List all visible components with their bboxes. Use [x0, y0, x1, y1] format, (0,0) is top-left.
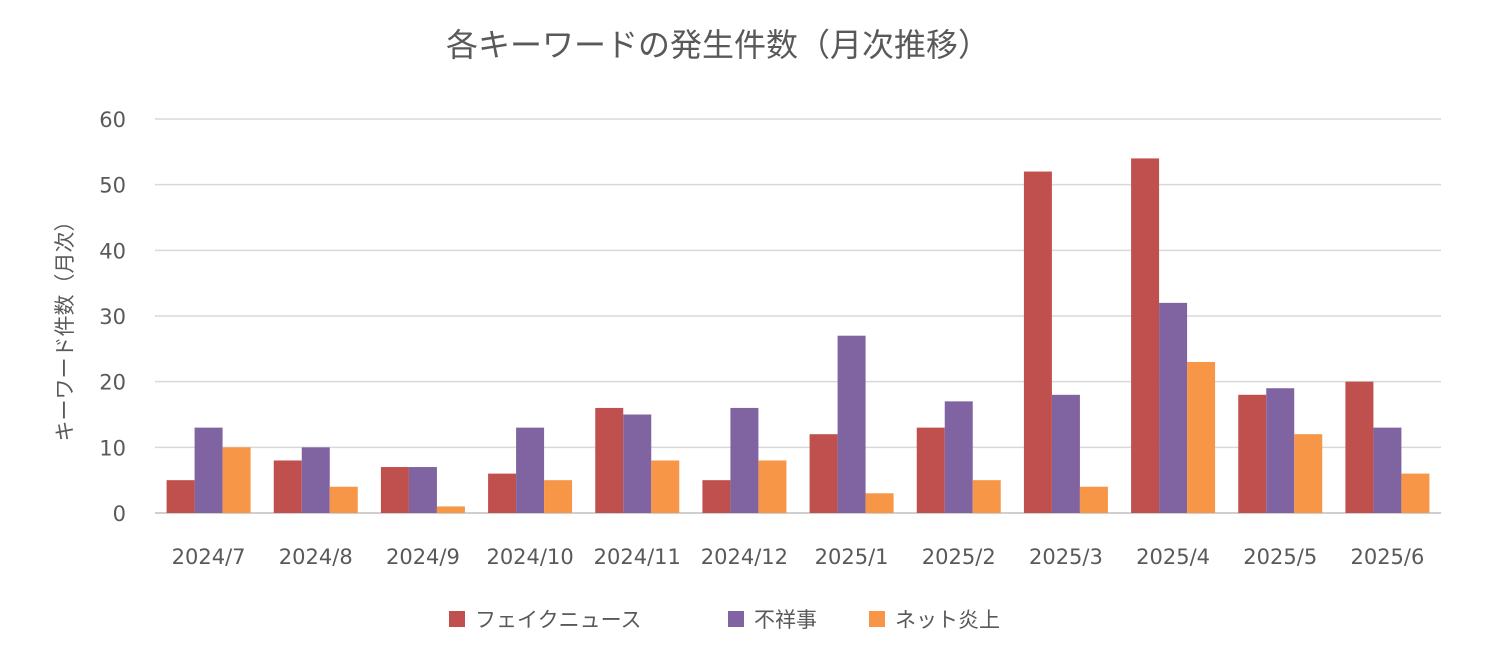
x-tick-label: 2024/9 [386, 545, 460, 569]
bar [408, 467, 437, 513]
bar [1373, 427, 1402, 513]
bar [1051, 394, 1080, 513]
bar [972, 480, 1001, 513]
bar [916, 427, 945, 513]
legend-label: ネット炎上 [895, 608, 1000, 632]
bar [1159, 302, 1188, 513]
bar [1401, 473, 1430, 513]
bar [1238, 394, 1267, 513]
x-tick-label: 2024/10 [486, 545, 573, 569]
bar [702, 480, 731, 513]
x-tick-label: 2025/4 [1136, 545, 1210, 569]
bar [595, 407, 624, 513]
x-tick-label: 2025/5 [1243, 545, 1317, 569]
bar [516, 427, 545, 513]
bar [1294, 434, 1323, 513]
bar [273, 460, 302, 513]
legend-label: 不祥事 [754, 608, 817, 632]
x-tick-label: 2024/7 [172, 545, 246, 569]
legend: フェイクニュース 不祥事 ネット炎上 [449, 608, 1000, 632]
bar [1131, 158, 1160, 513]
bar [730, 407, 759, 513]
legend-label: フェイクニュース [475, 608, 642, 632]
x-tick-label: 2025/1 [815, 545, 889, 569]
bar [380, 467, 409, 513]
bar [1079, 486, 1108, 513]
x-tick-label: 2025/3 [1029, 545, 1103, 569]
bar [944, 401, 973, 513]
bar [651, 460, 680, 513]
bar [194, 427, 223, 513]
bar [301, 447, 330, 513]
bar [1187, 361, 1216, 513]
y-axis-ticks: 0 10 20 30 40 50 60 [99, 108, 126, 526]
x-axis-ticks: 2024/7 2024/8 2024/9 2024/10 2024/11 2024/12 2… [172, 545, 1425, 569]
y-tick-label: 0 [113, 502, 126, 526]
x-tick-label: 2024/8 [279, 545, 353, 569]
x-tick-label: 2024/11 [594, 545, 681, 569]
bar [329, 486, 358, 513]
bars [166, 158, 1430, 514]
bar [436, 506, 465, 513]
bar [488, 473, 517, 513]
bar [865, 493, 894, 513]
legend-swatch [728, 611, 744, 627]
x-tick-label: 2025/2 [922, 545, 996, 569]
y-tick-label: 50 [99, 174, 126, 198]
y-axis-label: キーワード件数（月次） [53, 211, 77, 442]
bar [166, 480, 195, 513]
x-tick-label: 2024/12 [701, 545, 788, 569]
y-tick-label: 60 [99, 108, 126, 132]
legend-swatch [449, 611, 465, 627]
bar [809, 434, 838, 513]
y-tick-label: 30 [99, 305, 126, 329]
y-tick-label: 40 [99, 239, 126, 263]
bar [1266, 388, 1295, 513]
bar [1023, 171, 1052, 514]
bar [544, 480, 573, 513]
y-tick-label: 10 [99, 436, 126, 460]
bar [222, 447, 251, 513]
gridlines [155, 118, 1441, 514]
chart-title: 各キーワードの発生件数（月次推移） [446, 26, 990, 64]
bar [1345, 381, 1374, 513]
legend-swatch [869, 611, 885, 627]
bar [758, 460, 787, 513]
bar [837, 335, 866, 513]
y-tick-label: 20 [99, 371, 126, 395]
x-tick-label: 2025/6 [1350, 545, 1424, 569]
bar [623, 414, 652, 513]
